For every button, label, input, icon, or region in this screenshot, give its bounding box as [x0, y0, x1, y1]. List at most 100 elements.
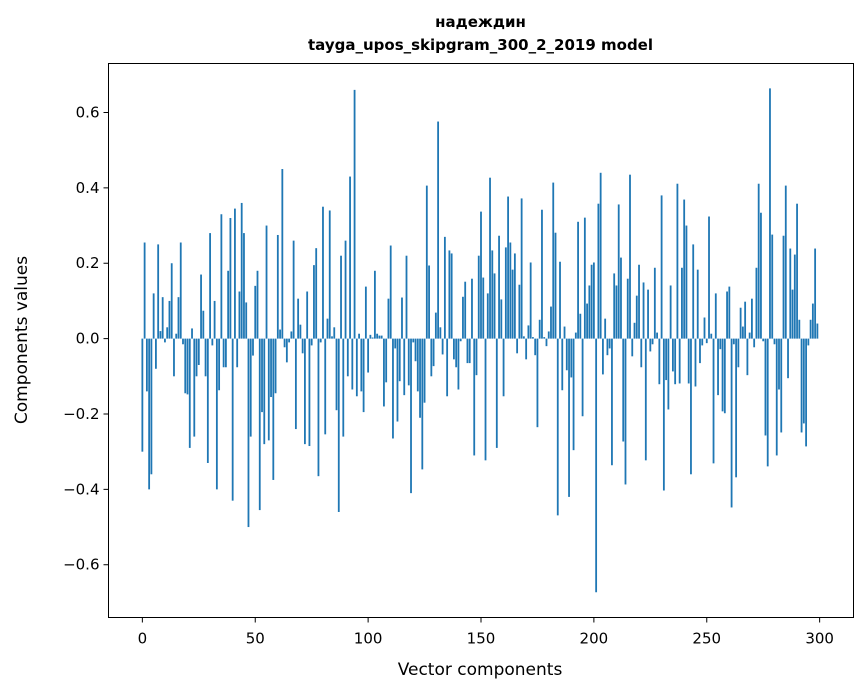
bar: [448, 250, 451, 339]
bar: [753, 338, 756, 348]
bar: [778, 338, 780, 390]
bar: [741, 326, 744, 339]
bar: [660, 195, 663, 339]
bar: [392, 338, 394, 439]
bar: [477, 255, 480, 339]
bar: [620, 257, 622, 339]
bar: [358, 333, 360, 339]
bar: [238, 291, 241, 339]
bar: [285, 338, 288, 363]
bar: [611, 338, 613, 466]
bar: [504, 247, 507, 339]
bar: [227, 270, 230, 339]
y-tick-label: 0.2: [76, 254, 100, 272]
bar: [220, 214, 223, 339]
bar: [708, 216, 710, 339]
bar: [297, 298, 300, 339]
bar: [159, 331, 162, 339]
bar: [522, 336, 525, 339]
bar: [592, 262, 595, 339]
bar: [211, 338, 214, 346]
bar: [717, 338, 719, 396]
bar: [471, 278, 473, 339]
bar: [699, 338, 701, 364]
bar: [439, 327, 442, 339]
y-tick-label: −0.2: [63, 405, 99, 423]
x-axis-label: Vector components: [397, 660, 563, 680]
bar: [622, 338, 625, 442]
bar: [568, 338, 570, 497]
bar: [398, 338, 401, 382]
bar: [177, 297, 180, 339]
bar: [662, 338, 665, 491]
bar: [588, 285, 591, 339]
bar: [480, 211, 482, 339]
bar: [579, 313, 582, 339]
bar: [261, 338, 263, 413]
bar: [583, 217, 586, 339]
bar: [378, 335, 381, 339]
bar: [344, 240, 347, 339]
bar: [687, 338, 690, 384]
bar: [455, 338, 458, 368]
bar: [791, 289, 794, 339]
y-tick-label: 0.4: [76, 179, 100, 197]
bar: [292, 240, 295, 339]
bar: [380, 335, 383, 339]
x-tick-label: 50: [246, 630, 265, 648]
bar: [414, 338, 417, 362]
bar: [493, 273, 496, 339]
bar: [200, 274, 202, 339]
bar: [556, 338, 559, 516]
bar: [599, 172, 602, 339]
bar: [360, 338, 363, 392]
bar: [516, 338, 519, 354]
bar: [719, 338, 722, 350]
bar: [793, 254, 796, 339]
bar: [245, 302, 248, 339]
bar: [626, 278, 629, 339]
bar: [784, 185, 787, 339]
bar: [502, 338, 505, 397]
bar: [678, 338, 681, 384]
bar: [254, 285, 257, 339]
bar: [161, 297, 164, 339]
bar: [760, 212, 762, 339]
bar: [538, 319, 541, 339]
bar: [249, 338, 252, 437]
bar: [193, 338, 196, 437]
bar: [692, 244, 695, 339]
bar: [780, 338, 783, 433]
bar: [586, 303, 589, 339]
bar: [337, 338, 340, 512]
bar: [450, 253, 453, 339]
bar: [173, 338, 175, 377]
bar: [789, 248, 792, 339]
bar: [674, 338, 677, 385]
bar: [755, 267, 758, 339]
bar: [649, 338, 652, 352]
bar: [421, 338, 424, 470]
bar: [665, 338, 668, 381]
bar: [681, 267, 683, 339]
bar: [362, 338, 365, 413]
bar: [299, 324, 302, 339]
bar: [486, 293, 489, 339]
y-tick-label: 0.0: [76, 330, 100, 348]
bar: [712, 338, 715, 464]
bar: [495, 338, 498, 448]
bar: [554, 232, 557, 339]
bar: [532, 337, 534, 339]
bar: [322, 206, 324, 339]
bar: [283, 338, 286, 348]
bar: [651, 338, 654, 345]
bar: [757, 183, 760, 339]
bar: [434, 312, 437, 339]
bar: [346, 338, 349, 377]
bar: [182, 338, 184, 345]
bar: [647, 289, 649, 339]
chart-title-line2: tayga_upos_skipgram_300_2_2019 model: [308, 36, 653, 54]
bar: [489, 177, 491, 339]
bar: [773, 338, 776, 345]
bar: [155, 338, 157, 369]
